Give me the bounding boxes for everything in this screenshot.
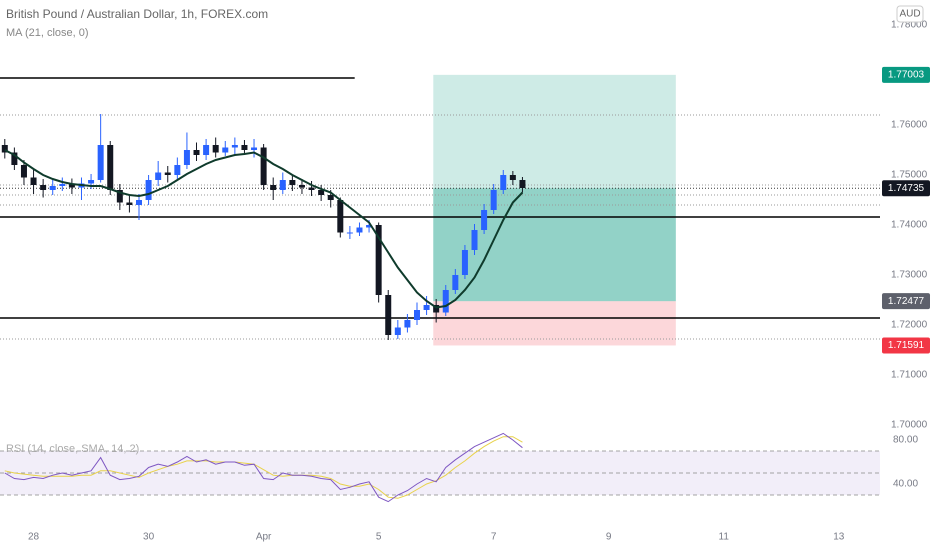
candle-body [88, 180, 95, 184]
candle-body [174, 165, 181, 175]
candle-body [404, 320, 411, 328]
candle-body [423, 305, 430, 310]
y-tick-label: 1.73000 [891, 270, 928, 281]
candle-body [442, 290, 449, 313]
price-tag [882, 180, 930, 197]
candle-body [308, 187, 315, 190]
candle-body [375, 225, 382, 295]
candle-body [251, 147, 258, 150]
y-tick-label: 1.71000 [891, 370, 928, 381]
loss-zone [433, 301, 676, 346]
rsi-legend: RSI (14, close, SMA, 14, 2) [6, 443, 139, 455]
x-tick-label: 9 [606, 532, 612, 543]
foreground-layer: 1.70000 1.71000 1.72000 1.73000 1.74000 1.750… [1, 20, 930, 543]
candle-body [203, 145, 210, 155]
x-tick-label: Apr [256, 532, 272, 543]
y-tick-label: 1.78000 [891, 20, 928, 31]
currency-label: AUD [899, 9, 920, 20]
candle-body [107, 145, 114, 190]
candle-body [155, 172, 162, 180]
candle-body [97, 145, 104, 180]
candle-body [461, 250, 468, 275]
candle-body [40, 185, 47, 190]
candle-body [481, 210, 488, 230]
candle-body [433, 305, 440, 313]
x-tick-label: 11 [719, 532, 730, 543]
rsi-ma-line [4, 436, 523, 499]
currency-button[interactable] [896, 5, 924, 23]
candle-body [346, 232, 353, 234]
candle-body [270, 185, 277, 190]
candle-body [30, 177, 37, 185]
candle-body [356, 227, 363, 233]
price-tag [882, 337, 930, 354]
candle-body [519, 180, 526, 188]
candle-body [298, 185, 305, 188]
candle-body [337, 200, 344, 233]
rsi-tick-label: 40.00 [893, 479, 918, 490]
ma-legend: MA (21, close, 0) [6, 27, 89, 39]
candle-body [452, 275, 459, 290]
price-axis-bg [880, 0, 932, 550]
candle-body [59, 184, 66, 186]
candle-body [222, 147, 229, 153]
candle-body [471, 230, 478, 250]
candle-body [1, 145, 8, 153]
candle-body [490, 190, 497, 210]
y-tick-label: 1.76000 [891, 120, 928, 131]
x-tick-label: 5 [376, 532, 382, 543]
candle-body [11, 152, 18, 165]
candle-body [20, 165, 27, 178]
candle-body [279, 180, 286, 190]
candle-body [241, 145, 248, 150]
rsi-line [4, 432, 523, 503]
candle-body [394, 327, 401, 335]
candle-body [116, 190, 123, 203]
price-tag-label: 1.72477 [888, 296, 925, 307]
x-tick-label: 30 [143, 532, 155, 543]
candle-body [366, 225, 373, 228]
x-tick-label: 28 [28, 532, 40, 543]
chart-title: British Pound / Australian Dollar, 1h, F… [6, 7, 268, 21]
candle-body [164, 172, 171, 175]
candle-body [327, 195, 334, 200]
y-tick-label: 1.70000 [891, 420, 928, 431]
ma-line [4, 149, 524, 309]
candle-body [126, 202, 133, 205]
candle-body [231, 145, 238, 148]
candle-body [413, 310, 420, 320]
y-tick-label: 1.74000 [891, 220, 928, 231]
price-tag-label: 1.77003 [888, 69, 925, 80]
rsi-band [0, 451, 880, 495]
candle-body [509, 175, 516, 180]
y-tick-label: 1.72000 [891, 320, 928, 331]
rsi-tick-label: 80.00 [893, 435, 918, 446]
x-tick-label: 13 [833, 532, 845, 543]
candle-body [193, 150, 200, 155]
candle-body [212, 145, 219, 153]
price-tag-label: 1.74735 [888, 183, 925, 194]
candle-body [68, 184, 75, 188]
candle-body [135, 200, 142, 205]
candle-body [500, 175, 507, 190]
price-tag [882, 293, 930, 310]
candle-body [385, 295, 392, 335]
x-tick-label: 7 [491, 532, 497, 543]
candle-body [145, 180, 152, 200]
candle-body [49, 186, 56, 190]
price-tag-label: 1.71591 [888, 340, 925, 351]
candle-body [289, 180, 296, 185]
candle-body [183, 150, 190, 165]
price-tag [882, 66, 930, 83]
y-tick-label: 1.75000 [891, 170, 928, 181]
candle-body [318, 190, 325, 195]
profit-zone [433, 74, 676, 302]
candle-body [260, 147, 267, 185]
